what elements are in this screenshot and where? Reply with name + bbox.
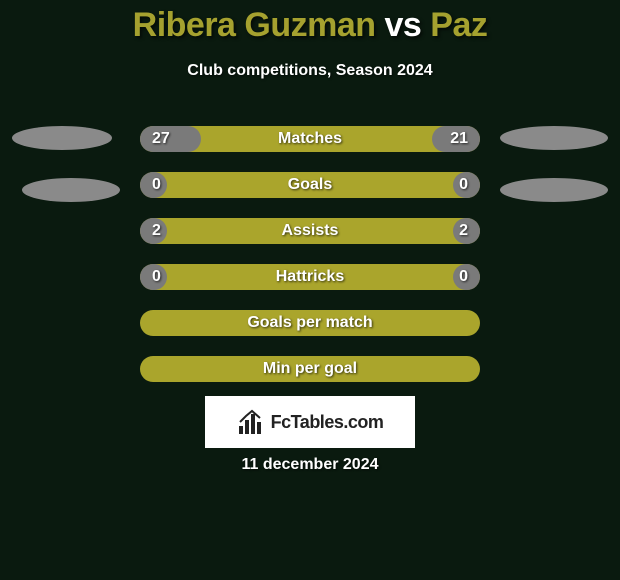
stat-value-left: 0 <box>152 172 161 198</box>
title-player2: Paz <box>430 6 487 44</box>
stage: Ribera Guzman vs Paz Club competitions, … <box>0 0 620 580</box>
stat-value-right: 0 <box>459 264 468 290</box>
logo-box: FcTables.com <box>205 396 415 448</box>
stat-label: Assists <box>140 218 480 244</box>
stat-value-right: 0 <box>459 172 468 198</box>
title-vs: vs <box>384 6 421 44</box>
stat-value-left: 27 <box>152 126 170 152</box>
stat-fill-left <box>140 126 201 152</box>
side-ellipse <box>500 126 608 150</box>
stat-row: Goals0 0 <box>140 172 480 198</box>
side-ellipse <box>500 178 608 202</box>
side-ellipse <box>22 178 120 202</box>
stat-row: Hattricks0 0 <box>140 264 480 290</box>
subtitle: Club competitions, Season 2024 <box>0 62 620 80</box>
logo-text: FcTables.com <box>271 412 384 433</box>
stat-value-left: 2 <box>152 218 161 244</box>
stat-label: Min per goal <box>140 356 480 382</box>
stat-label: Goals <box>140 172 480 198</box>
stat-row: Assists2 2 <box>140 218 480 244</box>
footer-date: 11 december 2024 <box>0 456 620 474</box>
stat-value-right: 21 <box>450 126 468 152</box>
side-ellipse <box>12 126 112 150</box>
stat-value-right: 2 <box>459 218 468 244</box>
stat-row: Matches2721 <box>140 126 480 152</box>
stat-label: Goals per match <box>140 310 480 336</box>
stat-row: Min per goal <box>140 356 480 382</box>
stat-label: Hattricks <box>140 264 480 290</box>
fctables-icon <box>237 408 265 436</box>
stat-value-left: 0 <box>152 264 161 290</box>
page-title: Ribera Guzman vs Paz <box>0 6 620 45</box>
title-player1: Ribera Guzman <box>133 6 376 44</box>
stat-row: Goals per match <box>140 310 480 336</box>
